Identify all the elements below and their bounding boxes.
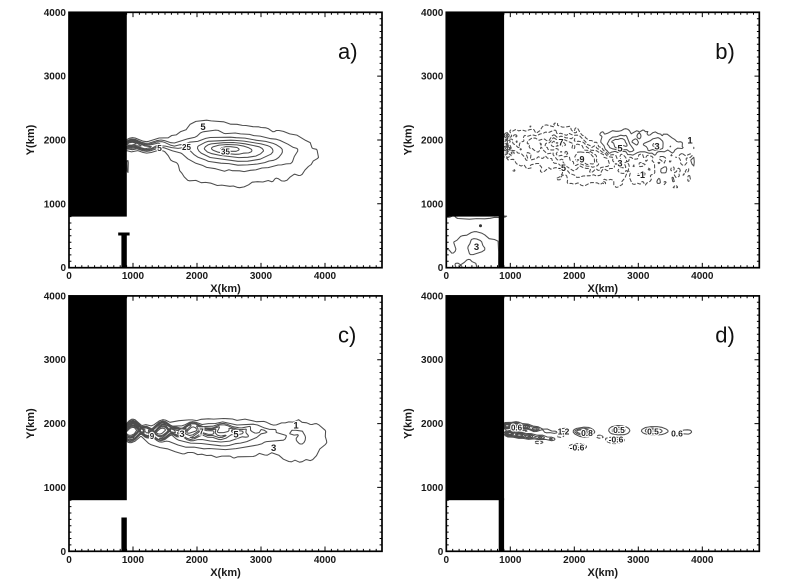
svg-text:1000: 1000 bbox=[499, 555, 522, 566]
svg-text:4000: 4000 bbox=[44, 8, 67, 19]
svg-text:2000: 2000 bbox=[563, 555, 586, 566]
svg-text:-1: -1 bbox=[637, 170, 645, 180]
svg-text:a): a) bbox=[338, 39, 358, 64]
svg-text:-7: -7 bbox=[555, 138, 563, 148]
svg-text:1000: 1000 bbox=[44, 483, 67, 494]
svg-text:4000: 4000 bbox=[691, 271, 714, 282]
svg-text:X(km): X(km) bbox=[210, 283, 241, 295]
svg-text:35: 35 bbox=[221, 148, 230, 157]
svg-text:1.2: 1.2 bbox=[558, 427, 570, 437]
svg-text:3000: 3000 bbox=[627, 555, 650, 566]
svg-text:X(km): X(km) bbox=[588, 567, 619, 579]
svg-text:2000: 2000 bbox=[186, 271, 209, 282]
svg-text:0.6: 0.6 bbox=[511, 424, 523, 433]
svg-text:3000: 3000 bbox=[421, 355, 444, 366]
svg-text:25: 25 bbox=[182, 143, 191, 152]
svg-text:5: 5 bbox=[157, 143, 162, 153]
svg-text:-0.6: -0.6 bbox=[609, 435, 624, 445]
svg-text:1000: 1000 bbox=[421, 199, 444, 210]
svg-text:2000: 2000 bbox=[44, 419, 67, 430]
svg-text:1000: 1000 bbox=[499, 271, 522, 282]
svg-text:1: 1 bbox=[293, 421, 299, 432]
svg-text:Y(km): Y(km) bbox=[402, 124, 414, 155]
svg-text:3: 3 bbox=[474, 242, 479, 253]
svg-text:3000: 3000 bbox=[250, 271, 273, 282]
svg-text:5: 5 bbox=[617, 144, 623, 155]
svg-text:0.8: 0.8 bbox=[581, 428, 593, 438]
svg-text:0: 0 bbox=[438, 263, 444, 274]
svg-text:2000: 2000 bbox=[44, 136, 67, 147]
svg-text:X(km): X(km) bbox=[210, 567, 241, 579]
svg-text:2000: 2000 bbox=[186, 555, 209, 566]
svg-text:1: 1 bbox=[687, 136, 693, 147]
svg-text:3000: 3000 bbox=[627, 271, 650, 282]
svg-text:0.5: 0.5 bbox=[613, 425, 625, 435]
svg-text:9: 9 bbox=[150, 432, 155, 441]
svg-text:5: 5 bbox=[233, 430, 239, 441]
svg-text:Y(km): Y(km) bbox=[25, 124, 37, 155]
svg-text:4000: 4000 bbox=[314, 271, 337, 282]
svg-text:3000: 3000 bbox=[44, 72, 67, 83]
svg-text:0.6: 0.6 bbox=[671, 429, 683, 439]
svg-text:3000: 3000 bbox=[250, 555, 273, 566]
svg-text:3: 3 bbox=[179, 429, 184, 440]
svg-text:7: 7 bbox=[199, 428, 204, 437]
svg-text:0.5: 0.5 bbox=[647, 427, 659, 437]
svg-text:4000: 4000 bbox=[421, 8, 444, 19]
svg-text:-0.6: -0.6 bbox=[570, 443, 585, 453]
svg-text:-9: -9 bbox=[576, 155, 584, 165]
svg-text:2000: 2000 bbox=[563, 271, 586, 282]
svg-text:5: 5 bbox=[200, 122, 206, 133]
svg-text:0: 0 bbox=[66, 271, 72, 282]
svg-text:X(km): X(km) bbox=[588, 283, 619, 295]
svg-text:0: 0 bbox=[60, 547, 66, 558]
svg-text:3000: 3000 bbox=[44, 355, 67, 366]
svg-text:0: 0 bbox=[444, 271, 450, 282]
svg-text:Y(km): Y(km) bbox=[402, 408, 414, 439]
svg-text:4000: 4000 bbox=[421, 291, 444, 302]
svg-text:-5: -5 bbox=[558, 163, 566, 173]
svg-text:1000: 1000 bbox=[44, 199, 67, 210]
svg-text:2000: 2000 bbox=[421, 419, 444, 430]
svg-text:4000: 4000 bbox=[44, 291, 67, 302]
svg-text:0: 0 bbox=[444, 555, 450, 566]
svg-text:4000: 4000 bbox=[691, 555, 714, 566]
svg-text:1000: 1000 bbox=[122, 271, 145, 282]
svg-text:0: 0 bbox=[438, 547, 444, 558]
svg-text:3: 3 bbox=[654, 142, 659, 153]
svg-text:0: 0 bbox=[60, 263, 66, 274]
svg-text:4000: 4000 bbox=[314, 555, 337, 566]
svg-text:Y(km): Y(km) bbox=[25, 408, 37, 439]
svg-text:0: 0 bbox=[66, 555, 72, 566]
svg-text:3000: 3000 bbox=[421, 72, 444, 83]
svg-text:c): c) bbox=[338, 323, 356, 348]
svg-text:1000: 1000 bbox=[421, 483, 444, 494]
svg-text:1000: 1000 bbox=[122, 555, 145, 566]
svg-text:d): d) bbox=[715, 323, 735, 348]
svg-text:b): b) bbox=[715, 39, 735, 64]
svg-text:2000: 2000 bbox=[421, 136, 444, 147]
svg-text:-3: -3 bbox=[614, 159, 622, 169]
svg-text:3: 3 bbox=[271, 443, 276, 454]
